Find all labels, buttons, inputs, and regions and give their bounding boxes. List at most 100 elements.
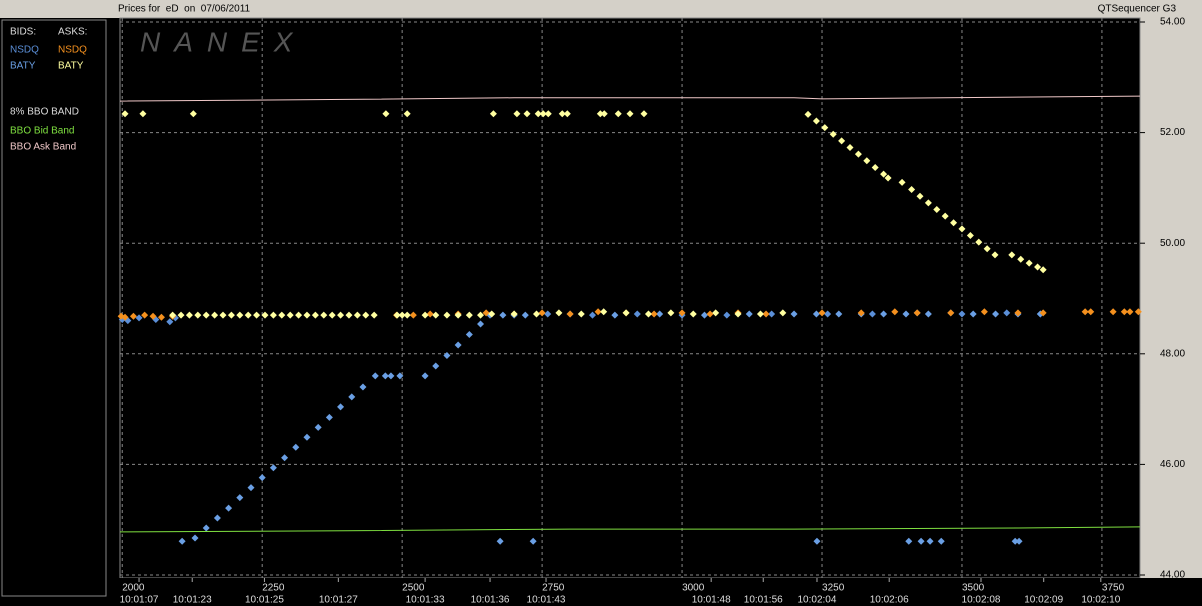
point (917, 537, 925, 545)
point (225, 504, 233, 512)
legend-heading: ASKS: (58, 27, 87, 38)
point (409, 311, 417, 319)
time-tick-label: 10:01:23 (173, 595, 212, 606)
point (880, 170, 888, 178)
point (454, 341, 462, 349)
point (370, 311, 378, 319)
point (353, 311, 361, 319)
time-tick-label: 10:02:09 (1024, 595, 1063, 606)
point (121, 313, 129, 321)
point (667, 309, 675, 317)
x-tick-label: 3250 (822, 583, 845, 594)
title-bar (0, 0, 1202, 18)
point (706, 310, 714, 318)
point (348, 393, 356, 401)
point (382, 110, 390, 118)
point (432, 362, 440, 370)
point (202, 524, 210, 532)
point (600, 110, 608, 118)
point (510, 310, 518, 318)
point (219, 311, 227, 319)
point (908, 186, 916, 194)
point (211, 311, 219, 319)
point (868, 310, 876, 318)
point (544, 110, 552, 118)
point (600, 308, 608, 316)
point (812, 117, 820, 125)
point (924, 310, 932, 318)
point (381, 372, 389, 380)
point (421, 311, 429, 319)
point (611, 311, 619, 319)
point (328, 311, 336, 319)
point (135, 314, 143, 322)
legend-entry: BATY (58, 61, 84, 72)
point (1017, 255, 1025, 263)
point (756, 310, 764, 318)
point (937, 537, 945, 545)
point (640, 110, 648, 118)
point (969, 310, 977, 318)
y-tick-label: 48.00 (1160, 348, 1185, 359)
point (644, 310, 652, 318)
point (432, 311, 440, 319)
x-tick-label: 3000 (682, 583, 705, 594)
point (178, 537, 186, 545)
point (941, 212, 949, 220)
legend-panel-bg (0, 18, 120, 606)
point (534, 110, 542, 118)
point (398, 311, 406, 319)
point (477, 320, 485, 328)
point (966, 231, 974, 239)
point (513, 110, 521, 118)
point (813, 537, 821, 545)
point (169, 311, 177, 319)
point (854, 150, 862, 158)
point (768, 310, 776, 318)
point (258, 474, 266, 482)
point (563, 110, 571, 118)
point (1039, 266, 1047, 274)
point (337, 311, 345, 319)
time-tick-label: 10:02:10 (1081, 595, 1120, 606)
point (846, 144, 854, 152)
point (712, 309, 720, 317)
point (529, 537, 537, 545)
time-tick-label: 10:02:04 (798, 595, 837, 606)
point (345, 311, 353, 319)
point (577, 310, 585, 318)
point (489, 110, 497, 118)
y-tick-label: 54.00 (1160, 17, 1185, 28)
point (359, 383, 367, 391)
point (482, 309, 490, 317)
point (261, 311, 269, 319)
point (812, 310, 820, 318)
point (421, 372, 429, 380)
point (371, 372, 379, 380)
point (566, 310, 574, 318)
x-tick-label: 3500 (962, 583, 985, 594)
point (403, 110, 411, 118)
time-tick-label: 10:02:08 (962, 595, 1001, 606)
point (824, 310, 832, 318)
time-tick-label: 10:01:56 (744, 595, 783, 606)
point (779, 309, 787, 317)
point (269, 464, 277, 472)
point (227, 311, 235, 319)
point (157, 313, 165, 321)
point (278, 311, 286, 319)
point (958, 225, 966, 233)
point (700, 311, 708, 319)
point (477, 311, 485, 319)
point (891, 308, 899, 316)
point (362, 311, 370, 319)
point (871, 163, 879, 171)
time-tick-label: 10:01:25 (245, 595, 284, 606)
point (121, 110, 129, 118)
point (426, 310, 434, 318)
point (303, 311, 311, 319)
point (177, 311, 185, 319)
point (863, 157, 871, 165)
